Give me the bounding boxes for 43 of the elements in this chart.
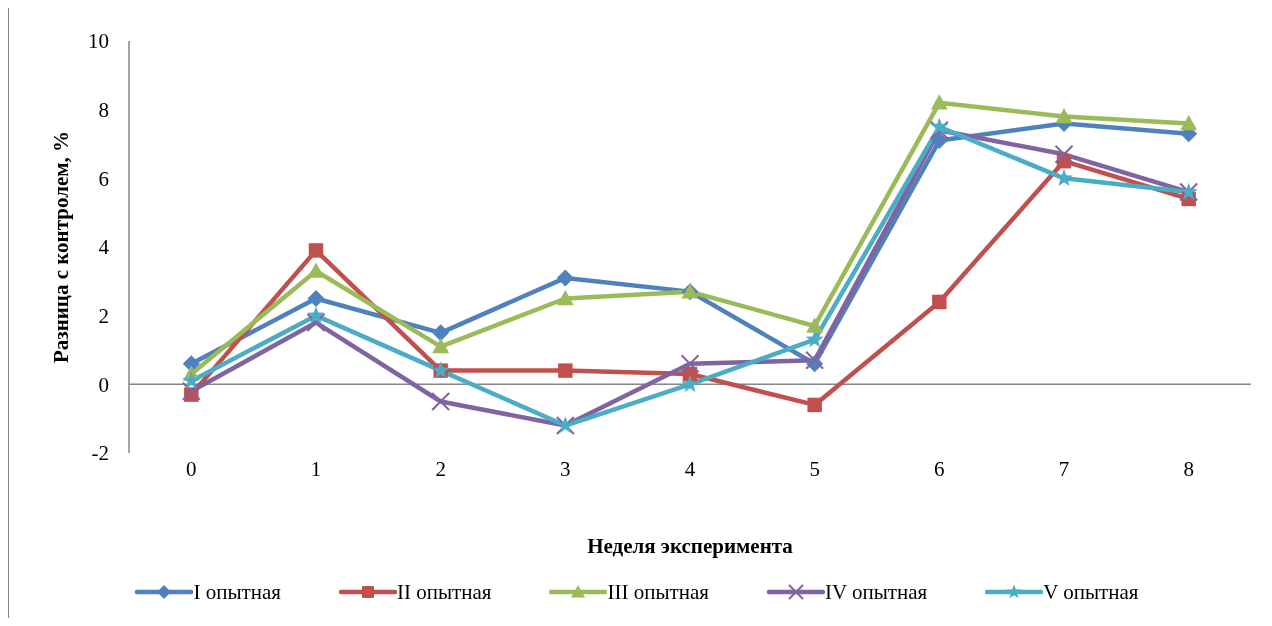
x-tick-label: 4 <box>684 456 696 481</box>
legend-label: IV опытная <box>824 579 928 605</box>
point <box>930 94 948 110</box>
point <box>930 117 949 135</box>
y-tick-label: 4 <box>98 235 110 260</box>
y-tick-label: 0 <box>98 372 109 397</box>
y-tick-label: -2 <box>91 441 109 466</box>
point <box>308 243 324 258</box>
x-tick-label: 0 <box>186 456 197 481</box>
point <box>432 338 450 354</box>
point <box>307 262 325 278</box>
point <box>558 363 573 378</box>
y-tick-label: 10 <box>88 29 109 54</box>
point <box>556 269 574 287</box>
legend-label: II опытная <box>396 579 492 605</box>
point <box>932 294 947 310</box>
point <box>1180 114 1198 131</box>
point <box>182 371 201 389</box>
point <box>307 290 325 307</box>
point <box>307 306 325 324</box>
point <box>806 317 824 333</box>
y-tick-label: 2 <box>98 304 109 329</box>
x-tick-label: 5 <box>809 456 820 481</box>
y-tick-label: 8 <box>98 98 109 123</box>
x-tick-label: 3 <box>560 456 571 481</box>
point <box>805 330 824 348</box>
x-tick-label: 6 <box>934 456 945 481</box>
point <box>807 397 822 413</box>
point <box>930 132 948 150</box>
x-axis-title: Неделя эксперимента <box>587 534 794 558</box>
y-axis-title: Разница с контролем, % <box>49 130 73 364</box>
point <box>432 324 450 342</box>
x-tick-label: 8 <box>1183 456 1194 481</box>
y-tick-label: 6 <box>98 166 109 191</box>
point <box>1055 108 1073 124</box>
legend-label: V опытная <box>1043 579 1139 605</box>
legend-label: III опытная <box>607 579 709 605</box>
x-tick-label: 2 <box>435 456 446 481</box>
point <box>556 290 574 306</box>
legend-label: I опытная <box>193 579 281 605</box>
point <box>681 374 699 392</box>
x-tick-label: 1 <box>310 456 322 481</box>
x-tick-label: 7 <box>1058 456 1070 481</box>
